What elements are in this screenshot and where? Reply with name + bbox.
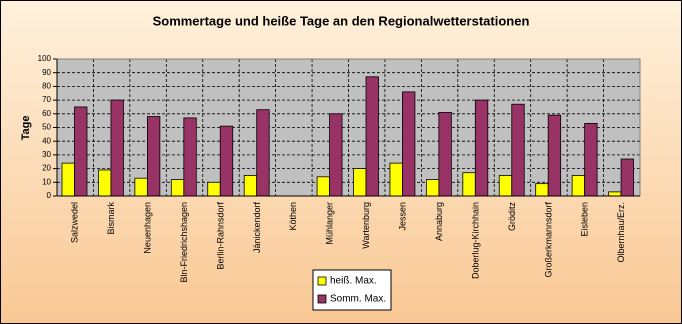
bar: [365, 76, 379, 197]
y-axis-label: Tage: [20, 116, 32, 141]
bar: [61, 162, 75, 197]
bar: [243, 175, 258, 197]
bar: [170, 179, 185, 197]
legend-label: Somm. Max.: [330, 294, 386, 305]
y-tick-label: 40: [42, 136, 51, 145]
bar: [498, 175, 513, 197]
bar: [207, 181, 221, 197]
bar: [438, 112, 452, 197]
x-tick-label: Großerkmannsdorf: [543, 202, 553, 278]
x-tick-label: Annaburg: [434, 202, 444, 241]
bar: [146, 116, 161, 197]
bar: [329, 113, 343, 197]
y-tick-label: 90: [42, 68, 51, 77]
x-tick-label: Mühlanger: [325, 202, 335, 245]
x-tick-label: Eisleben: [580, 202, 590, 237]
y-tick-label: 80: [42, 82, 51, 91]
y-tick-label: 100: [38, 54, 52, 63]
bar: [608, 191, 622, 197]
bar: [462, 172, 476, 197]
y-tick-label: 10: [42, 177, 51, 186]
bar: [110, 99, 124, 197]
bar: [134, 177, 148, 197]
x-tick-label: Bln-Friedrichshagen: [179, 202, 189, 283]
bar: [571, 175, 586, 197]
y-tick-label: 60: [42, 109, 51, 118]
bar: [256, 109, 270, 197]
bar: [511, 103, 525, 197]
bar: [219, 125, 234, 197]
y-tick-label: 50: [42, 123, 51, 132]
legend: heiß. Max. Somm. Max.: [312, 269, 392, 311]
bar: [389, 162, 403, 197]
bar: [98, 169, 112, 197]
bar: [584, 122, 598, 197]
x-tick-label: Jessen: [398, 202, 408, 231]
x-tick-label: Bismark: [106, 202, 116, 235]
legend-label: heiß. Max.: [330, 276, 377, 287]
bar: [183, 117, 197, 197]
bar: [425, 179, 440, 197]
bar: [547, 114, 562, 197]
x-tick-label: Doberlug-Kirchhain: [470, 202, 480, 279]
legend-swatch: [317, 294, 327, 304]
y-tick-label: 0: [47, 191, 52, 200]
y-tick-label: 20: [42, 164, 51, 173]
x-tick-label: Jänickendorf: [252, 202, 262, 254]
x-tick-label: Salzwedel: [70, 202, 80, 243]
bar: [74, 106, 88, 197]
bar: [353, 168, 367, 197]
y-tick-label: 30: [42, 150, 51, 159]
chart-title: Sommertage und heiße Tage an den Regiona…: [153, 13, 530, 28]
bar: [535, 183, 549, 197]
x-tick-label: Berlin-Rahnsdorf: [215, 202, 225, 270]
bar: [620, 158, 634, 197]
bar: [316, 176, 330, 197]
x-tick-label: Olbernhau/Erz.: [616, 202, 626, 263]
x-tick-label: Wartenburg: [361, 202, 371, 249]
y-tick-label: 70: [42, 95, 51, 104]
x-tick-label: Neuenhagen: [142, 202, 152, 254]
bar: [402, 91, 416, 197]
legend-swatch: [317, 276, 327, 286]
x-tick-label: Köthen: [288, 202, 298, 231]
bar: [474, 99, 489, 197]
x-tick-label: Gröditz: [507, 202, 517, 232]
